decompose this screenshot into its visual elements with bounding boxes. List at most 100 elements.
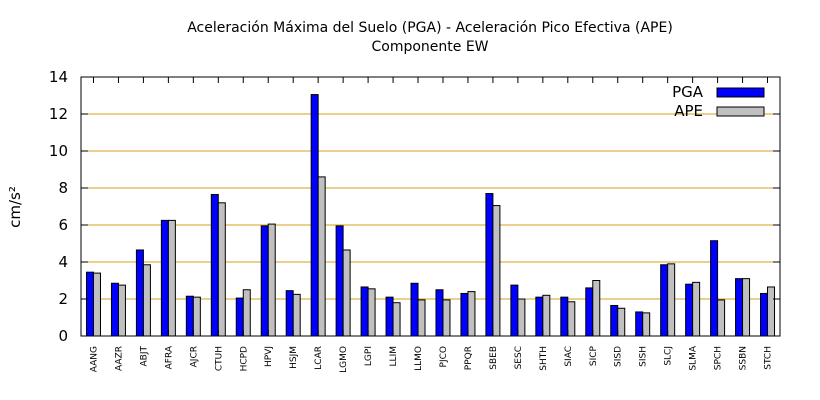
bar-ape-slma [692,281,701,337]
x-tick-label: SICP [589,345,599,366]
bar-ape-llmo [417,299,426,337]
bar-pga-stch [760,292,769,337]
bar-ape-pjco [442,299,451,337]
plot-frame [80,76,781,337]
x-tick-label: AJCR [189,346,199,367]
bar-pga-slcj [660,264,669,337]
y-tick-label: 12 [49,105,68,123]
legend-label-pga: PGA [672,83,704,101]
x-tick-label: SSBN [739,346,749,370]
x-tick-label: SHTH [539,346,549,371]
y-tick-label: 2 [58,290,68,308]
x-tick-label: LCAR [314,346,324,370]
bar-pga-ppqr [460,292,469,337]
bar-pga-afra [160,219,169,337]
x-tick-label: PJCO [439,346,449,367]
bar-pga-sisd [610,304,619,337]
x-tick-label: CTUH [214,346,224,371]
bar-pga-sish [635,311,644,337]
bar-pga-llim [385,296,394,337]
x-tick-label: SISH [639,346,649,367]
bar-ape-hpvj [267,223,276,337]
bar-ape-lgpi [367,288,376,337]
bar-pga-spch [710,240,719,337]
bar-ape-ajcr [192,296,201,337]
y-tick-label: 4 [58,253,68,271]
bar-ape-llim [392,302,401,337]
x-tick-label: AAZR [114,346,124,371]
bar-ape-sbeb [492,205,501,337]
bar-ape-ppqr [467,291,476,337]
bar-ape-hsjm [292,293,301,337]
bar-pga-shth [535,296,544,337]
bar-pga-hcpd [235,297,244,337]
bar-pga-llmo [410,282,419,337]
x-tick-label: HSJM [289,346,299,369]
bar-pga-ajcr [185,295,194,337]
bar-ape-afra [167,219,176,337]
x-tick-label: LGMO [339,346,349,373]
x-tick-label: SLCJ [664,346,674,366]
x-tick-label: LLMO [414,346,424,371]
bar-pga-slma [685,283,694,337]
bar-pga-sbeb [485,193,494,337]
bar-pga-ctuh [210,193,219,337]
legend-swatch-ape [716,106,765,117]
legend-swatch-pga [716,87,765,98]
bar-ape-lgmo [342,249,351,337]
x-tick-label: PPQR [464,346,474,370]
bar-ape-ctuh [217,202,226,337]
x-axis-ticks: AANG AAZR ABJT AFRA AJCR CTUH HCPD HPVJ HSJM LCAR… [89,77,774,373]
x-tick-label: SPCH [714,346,724,370]
bar-ape-siac [567,301,576,337]
bar-pga-hpvj [260,225,269,337]
bar-pga-sicp [585,287,594,337]
bar-ape-sish [642,312,651,337]
bar-ape-stch [767,286,776,337]
chart-title: Aceleración Máxima del Suelo (PGA) - Ace… [187,20,673,36]
legend-label-ape: APE [674,102,703,120]
bar-pga-lgmo [335,225,344,337]
y-tick-label: 6 [58,216,68,234]
x-tick-label: ABJT [139,345,149,366]
bar-ape-spch [717,299,726,337]
bar-ape-abjt [142,264,151,337]
x-tick-label: AANG [89,346,99,372]
bar-ape-lcar [317,176,326,337]
bar-ape-shth [542,294,551,337]
x-tick-label: SESC [514,346,524,369]
bar-ape-sesc [517,298,526,337]
y-tick-label: 10 [49,142,68,160]
bar-pga-lcar [310,94,319,337]
bar-ape-sisd [617,307,626,337]
bar-pga-hsjm [285,290,294,337]
y-tick-label: 14 [49,68,68,86]
bar-pga-siac [560,296,569,337]
bar-pga-sesc [510,284,519,337]
bar-pga-aazr [110,282,119,337]
y-axis-ticks: 0 2 4 6 8 10 12 14 [49,68,780,345]
x-tick-label: SISD [614,346,624,367]
bar-ape-aazr [117,284,126,337]
bar-pga-pjco [435,289,444,337]
x-tick-label: SLMA [689,345,699,370]
bar-ape-ssbn [742,278,751,337]
bar-ape-aang [92,272,101,337]
y-axis-label: cm/s² [6,186,24,228]
bar-pga-aang [85,271,94,337]
bar-pga-abjt [135,249,144,337]
bar-ape-hcpd [242,289,251,337]
bars [85,94,776,337]
x-tick-label: HCPD [239,346,249,371]
x-tick-label: STCH [764,346,774,370]
x-tick-label: HPVJ [264,346,274,367]
bar-pga-ssbn [735,278,744,337]
bar-ape-sicp [592,280,601,337]
x-tick-label: LLIM [389,346,399,366]
x-tick-label: SBEB [489,346,499,370]
x-tick-label: SIAC [564,346,574,367]
x-tick-label: AFRA [164,345,174,369]
bar-pga-lgpi [360,286,369,337]
